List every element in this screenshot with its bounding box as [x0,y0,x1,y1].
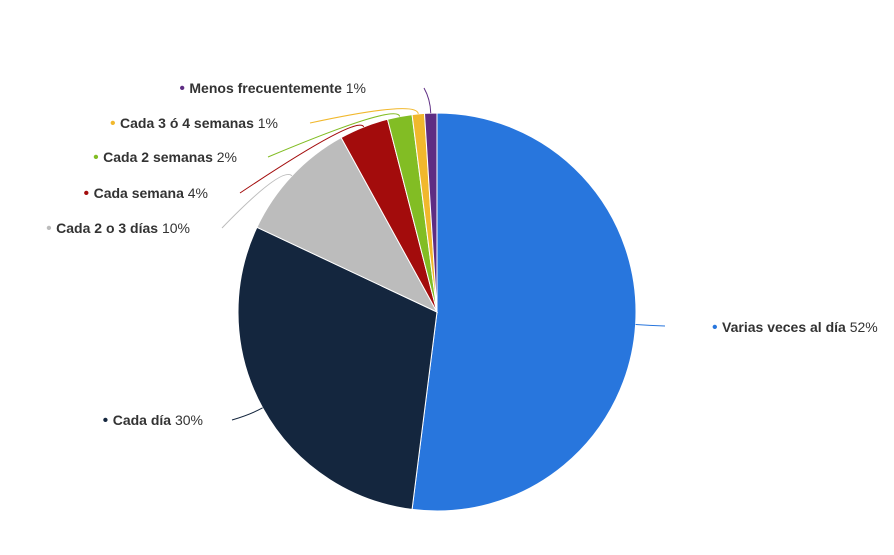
slice-label-name: Cada semana [94,185,188,201]
slice-label-name: Cada 2 semanas [103,149,217,165]
pie-slice-1[interactable] [411,112,637,512]
legend-bullet: • [84,185,94,202]
pie-slices [237,112,637,512]
slice-labels: • Varias veces al día 52%• Cada día 30%•… [46,80,878,429]
slice-label-name: Cada día [113,412,175,428]
leader-line-6 [309,108,419,124]
slice-label-name: Varias veces al día [722,319,850,335]
slice-label-2: • Cada día 30% [103,412,203,429]
leader-lines [221,87,666,421]
slice-label-value: 2% [217,149,237,165]
slice-label-1: • Varias veces al día 52% [712,319,878,336]
leader-line-5 [267,113,401,158]
legend-bullet: • [103,412,113,429]
slice-label-3: • Cada 2 o 3 días 10% [46,220,190,237]
leader-line-7 [423,87,432,114]
legend-bullet: • [110,115,120,132]
leader-line-3 [221,174,293,229]
leader-line-4 [239,124,365,194]
slice-label-6: • Cada 3 ó 4 semanas 1% [110,115,278,132]
slice-label-4: • Cada semana 4% [84,185,208,202]
slice-label-value: 10% [162,220,190,236]
pie-slice-3[interactable] [256,136,439,314]
legend-bullet: • [46,220,56,237]
slice-label-value: 4% [188,185,208,201]
slice-label-value: 30% [175,412,203,428]
leader-line-1 [635,323,666,327]
slice-label-value: 1% [346,80,366,96]
legend-bullet: • [179,80,189,97]
legend-bullet: • [712,319,722,336]
slice-label-7: • Menos frecuentemente 1% [179,80,366,97]
pie-slice-7[interactable] [423,112,438,313]
legend-bullet: • [93,149,103,166]
slice-label-value: 1% [258,115,278,131]
slice-label-value: 52% [850,319,878,335]
slice-label-name: Cada 2 o 3 días [56,220,162,236]
slice-label-5: • Cada 2 semanas 2% [93,149,237,166]
slice-label-name: Menos frecuentemente [189,80,345,96]
slice-label-name: Cada 3 ó 4 semanas [120,115,258,131]
leader-line-2 [231,407,263,421]
